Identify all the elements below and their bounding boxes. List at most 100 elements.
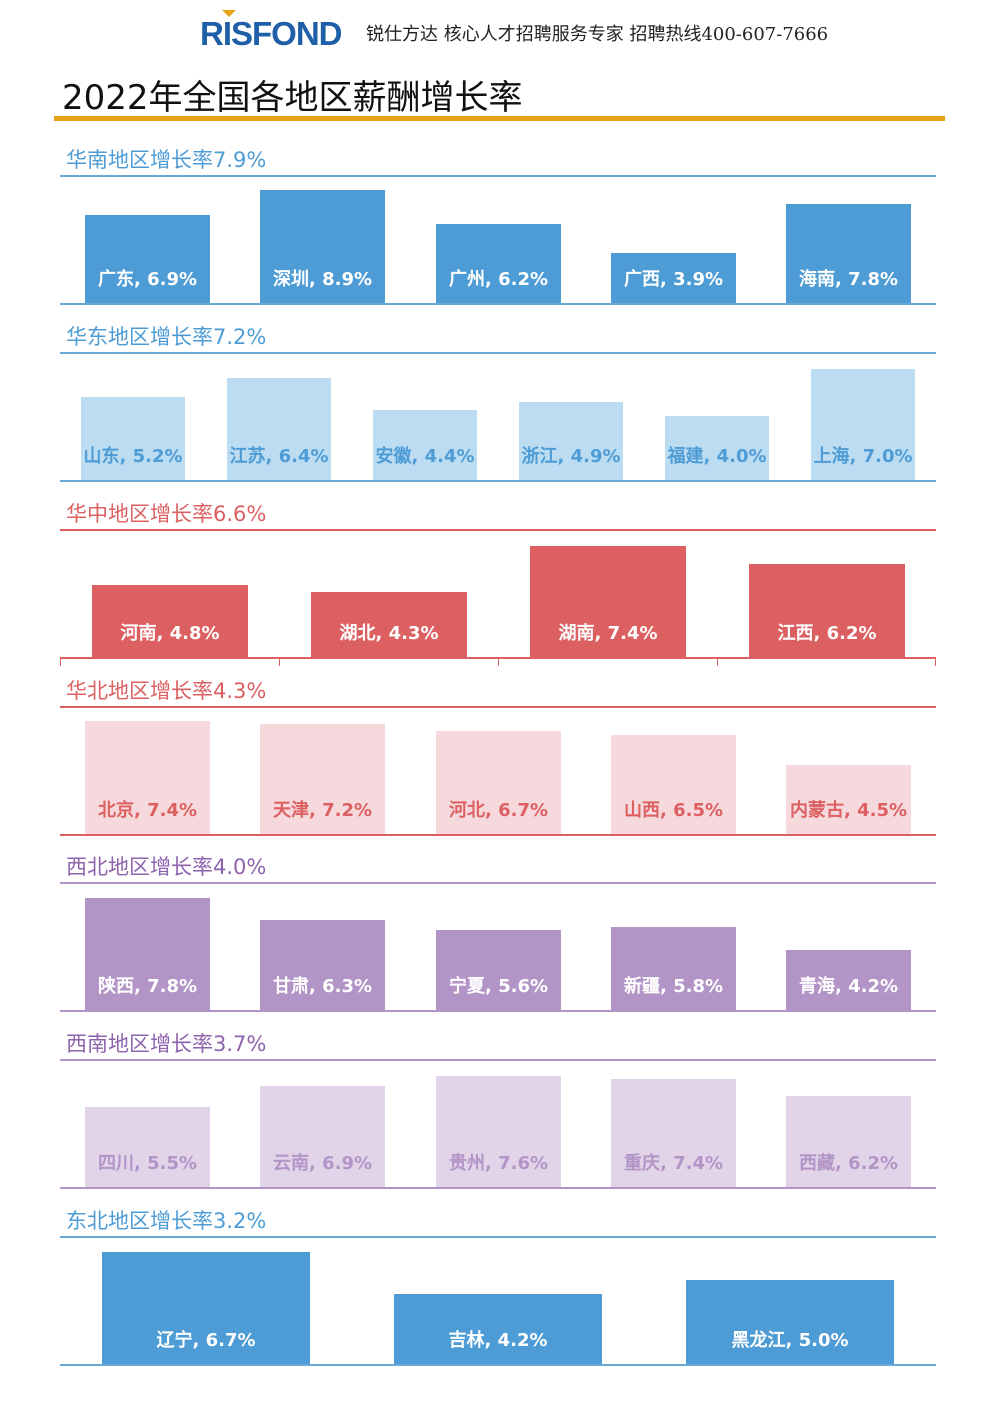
region-chart-title: 华北地区增长率4.3%	[66, 679, 267, 703]
x-axis-tick	[717, 658, 718, 666]
x-axis-line	[60, 1364, 936, 1366]
region-chart-title: 西南地区增长率3.7%	[66, 1032, 267, 1056]
bar-data-label: 青海, 4.2%	[798, 976, 899, 997]
bar-安徽: 安徽, 4.4%	[373, 410, 477, 480]
bar-河南: 河南, 4.8%	[92, 585, 248, 657]
region-title-rule	[60, 1236, 936, 1238]
title-rule	[54, 116, 945, 121]
region-title-rule	[60, 882, 936, 884]
x-axis-line	[60, 303, 936, 305]
bar-data-label: 河南, 4.8%	[120, 623, 220, 644]
bar-黑龙江: 黑龙江, 5.0%	[686, 1280, 894, 1364]
page-header: RISFOND 锐仕方达 核心人才招聘服务专家 招聘热线400-607-7666	[0, 0, 1000, 60]
x-axis-tick	[935, 658, 936, 666]
bar-上海: 上海, 7.0%	[811, 369, 915, 480]
bar-data-label: 福建, 4.0%	[667, 446, 767, 467]
bar-江西: 江西, 6.2%	[749, 564, 905, 657]
region-chart-panel: 华中地区增长率6.6% 河南, 4.8% 湖北, 4.3% 湖南, 7.4% 江西, 6…	[60, 501, 936, 678]
bar-西藏: 西藏, 6.2%	[786, 1096, 911, 1187]
bar-新疆: 新疆, 5.8%	[611, 927, 736, 1010]
region-chart-title: 华中地区增长率6.6%	[66, 502, 267, 526]
risfond-logo: RISFOND	[200, 10, 342, 54]
bar-data-label: 四川, 5.5%	[97, 1153, 198, 1174]
bar-吉林: 吉林, 4.2%	[394, 1294, 602, 1364]
bar-重庆: 重庆, 7.4%	[611, 1079, 736, 1187]
bar-贵州: 贵州, 7.6%	[436, 1076, 561, 1187]
region-chart-panel: 东北地区增长率3.2% 辽宁, 6.7% 吉林, 4.2% 黑龙江, 5.0%	[60, 1208, 936, 1385]
bar-data-label: 河北, 6.7%	[448, 800, 549, 821]
region-title-rule	[60, 175, 936, 177]
region-chart-panel: 华北地区增长率4.3% 北京, 7.4% 天津, 7.2% 河北, 6.7% 山西, 6…	[60, 678, 936, 855]
bar-青海: 青海, 4.2%	[786, 950, 911, 1010]
x-axis-line	[60, 1187, 936, 1189]
region-title-rule	[60, 706, 936, 708]
bar-陕西: 陕西, 7.8%	[85, 898, 210, 1010]
logo-text: RISFOND	[200, 15, 342, 52]
x-axis-line	[60, 480, 936, 482]
x-axis-line	[60, 1010, 936, 1012]
bar-北京: 北京, 7.4%	[85, 721, 210, 834]
bar-data-label: 贵州, 7.6%	[448, 1153, 549, 1174]
bar-data-label: 山东, 5.2%	[83, 446, 183, 467]
region-chart-panel: 西南地区增长率3.7% 四川, 5.5% 云南, 6.9% 贵州, 7.6% 重庆, 7…	[60, 1031, 936, 1208]
region-title-rule	[60, 529, 936, 531]
region-chart-panel: 华东地区增长率7.2% 山东, 5.2% 江苏, 6.4% 安徽, 4.4% 浙江, 4…	[60, 324, 936, 501]
bar-data-label: 吉林, 4.2%	[448, 1330, 548, 1351]
bar-data-label: 江苏, 6.4%	[229, 446, 329, 467]
bar-四川: 四川, 5.5%	[85, 1107, 210, 1187]
bar-浙江: 浙江, 4.9%	[519, 402, 623, 480]
bar-云南: 云南, 6.9%	[260, 1086, 385, 1187]
bar-data-label: 广西, 3.9%	[623, 269, 724, 290]
x-axis-tick	[279, 658, 280, 666]
bar-data-label: 辽宁, 6.7%	[156, 1330, 256, 1351]
bar-辽宁: 辽宁, 6.7%	[102, 1252, 310, 1364]
bar-江苏: 江苏, 6.4%	[227, 378, 331, 480]
bar-data-label: 深圳, 8.9%	[272, 269, 373, 290]
bar-data-label: 陕西, 7.8%	[97, 976, 198, 997]
x-axis-line	[60, 834, 936, 836]
region-chart-panel: 西北地区增长率4.0% 陕西, 7.8% 甘肃, 6.3% 宁夏, 5.6% 新疆, 5…	[60, 854, 936, 1031]
bar-data-label: 新疆, 5.8%	[623, 976, 724, 997]
bar-河北: 河北, 6.7%	[436, 731, 561, 834]
bar-data-label: 广州, 6.2%	[448, 269, 549, 290]
bar-湖北: 湖北, 4.3%	[311, 592, 467, 657]
bar-data-label: 广东, 6.9%	[97, 269, 198, 290]
page-title: 2022年全国各地区薪酬增长率	[62, 78, 523, 118]
bar-data-label: 山西, 6.5%	[623, 800, 724, 821]
bar-山西: 山西, 6.5%	[611, 735, 736, 834]
bar-data-label: 上海, 7.0%	[813, 446, 913, 467]
bar-data-label: 北京, 7.4%	[97, 800, 198, 821]
bar-data-label: 黑龙江, 5.0%	[731, 1330, 849, 1351]
bar-data-label: 宁夏, 5.6%	[448, 976, 549, 997]
bar-data-label: 云南, 6.9%	[272, 1153, 373, 1174]
bar-广东: 广东, 6.9%	[85, 215, 210, 303]
bar-data-label: 安徽, 4.4%	[375, 446, 475, 467]
bar-广州: 广州, 6.2%	[436, 224, 561, 303]
bar-内蒙古: 内蒙古, 4.5%	[786, 765, 911, 834]
bar-福建: 福建, 4.0%	[665, 416, 769, 480]
region-chart-title: 华南地区增长率7.9%	[66, 148, 267, 172]
bar-data-label: 湖南, 7.4%	[558, 623, 658, 644]
region-title-rule	[60, 1059, 936, 1061]
x-axis-tick	[498, 658, 499, 666]
bar-data-label: 天津, 7.2%	[272, 800, 373, 821]
bar-深圳: 深圳, 8.9%	[260, 190, 385, 303]
bar-data-label: 浙江, 4.9%	[521, 446, 621, 467]
region-chart-panel: 华南地区增长率7.9% 广东, 6.9% 深圳, 8.9% 广州, 6.2% 广西, 3…	[60, 147, 936, 324]
bar-data-label: 西藏, 6.2%	[798, 1153, 899, 1174]
bar-data-label: 湖北, 4.3%	[339, 623, 439, 644]
bar-山东: 山东, 5.2%	[81, 397, 185, 480]
region-chart-title: 华东地区增长率7.2%	[66, 325, 267, 349]
logo-accent-mark	[222, 10, 236, 17]
bar-广西: 广西, 3.9%	[611, 253, 736, 303]
bar-天津: 天津, 7.2%	[260, 724, 385, 834]
bar-data-label: 江西, 6.2%	[777, 623, 877, 644]
bar-湖南: 湖南, 7.4%	[530, 546, 686, 657]
bar-data-label: 海南, 7.8%	[798, 269, 899, 290]
bar-宁夏: 宁夏, 5.6%	[436, 930, 561, 1010]
region-chart-title: 西北地区增长率4.0%	[66, 855, 267, 879]
bar-data-label: 甘肃, 6.3%	[272, 976, 373, 997]
bar-甘肃: 甘肃, 6.3%	[260, 920, 385, 1010]
header-tagline: 锐仕方达 核心人才招聘服务专家 招聘热线400-607-7666	[366, 24, 829, 45]
bar-data-label: 内蒙古, 4.5%	[789, 800, 908, 821]
